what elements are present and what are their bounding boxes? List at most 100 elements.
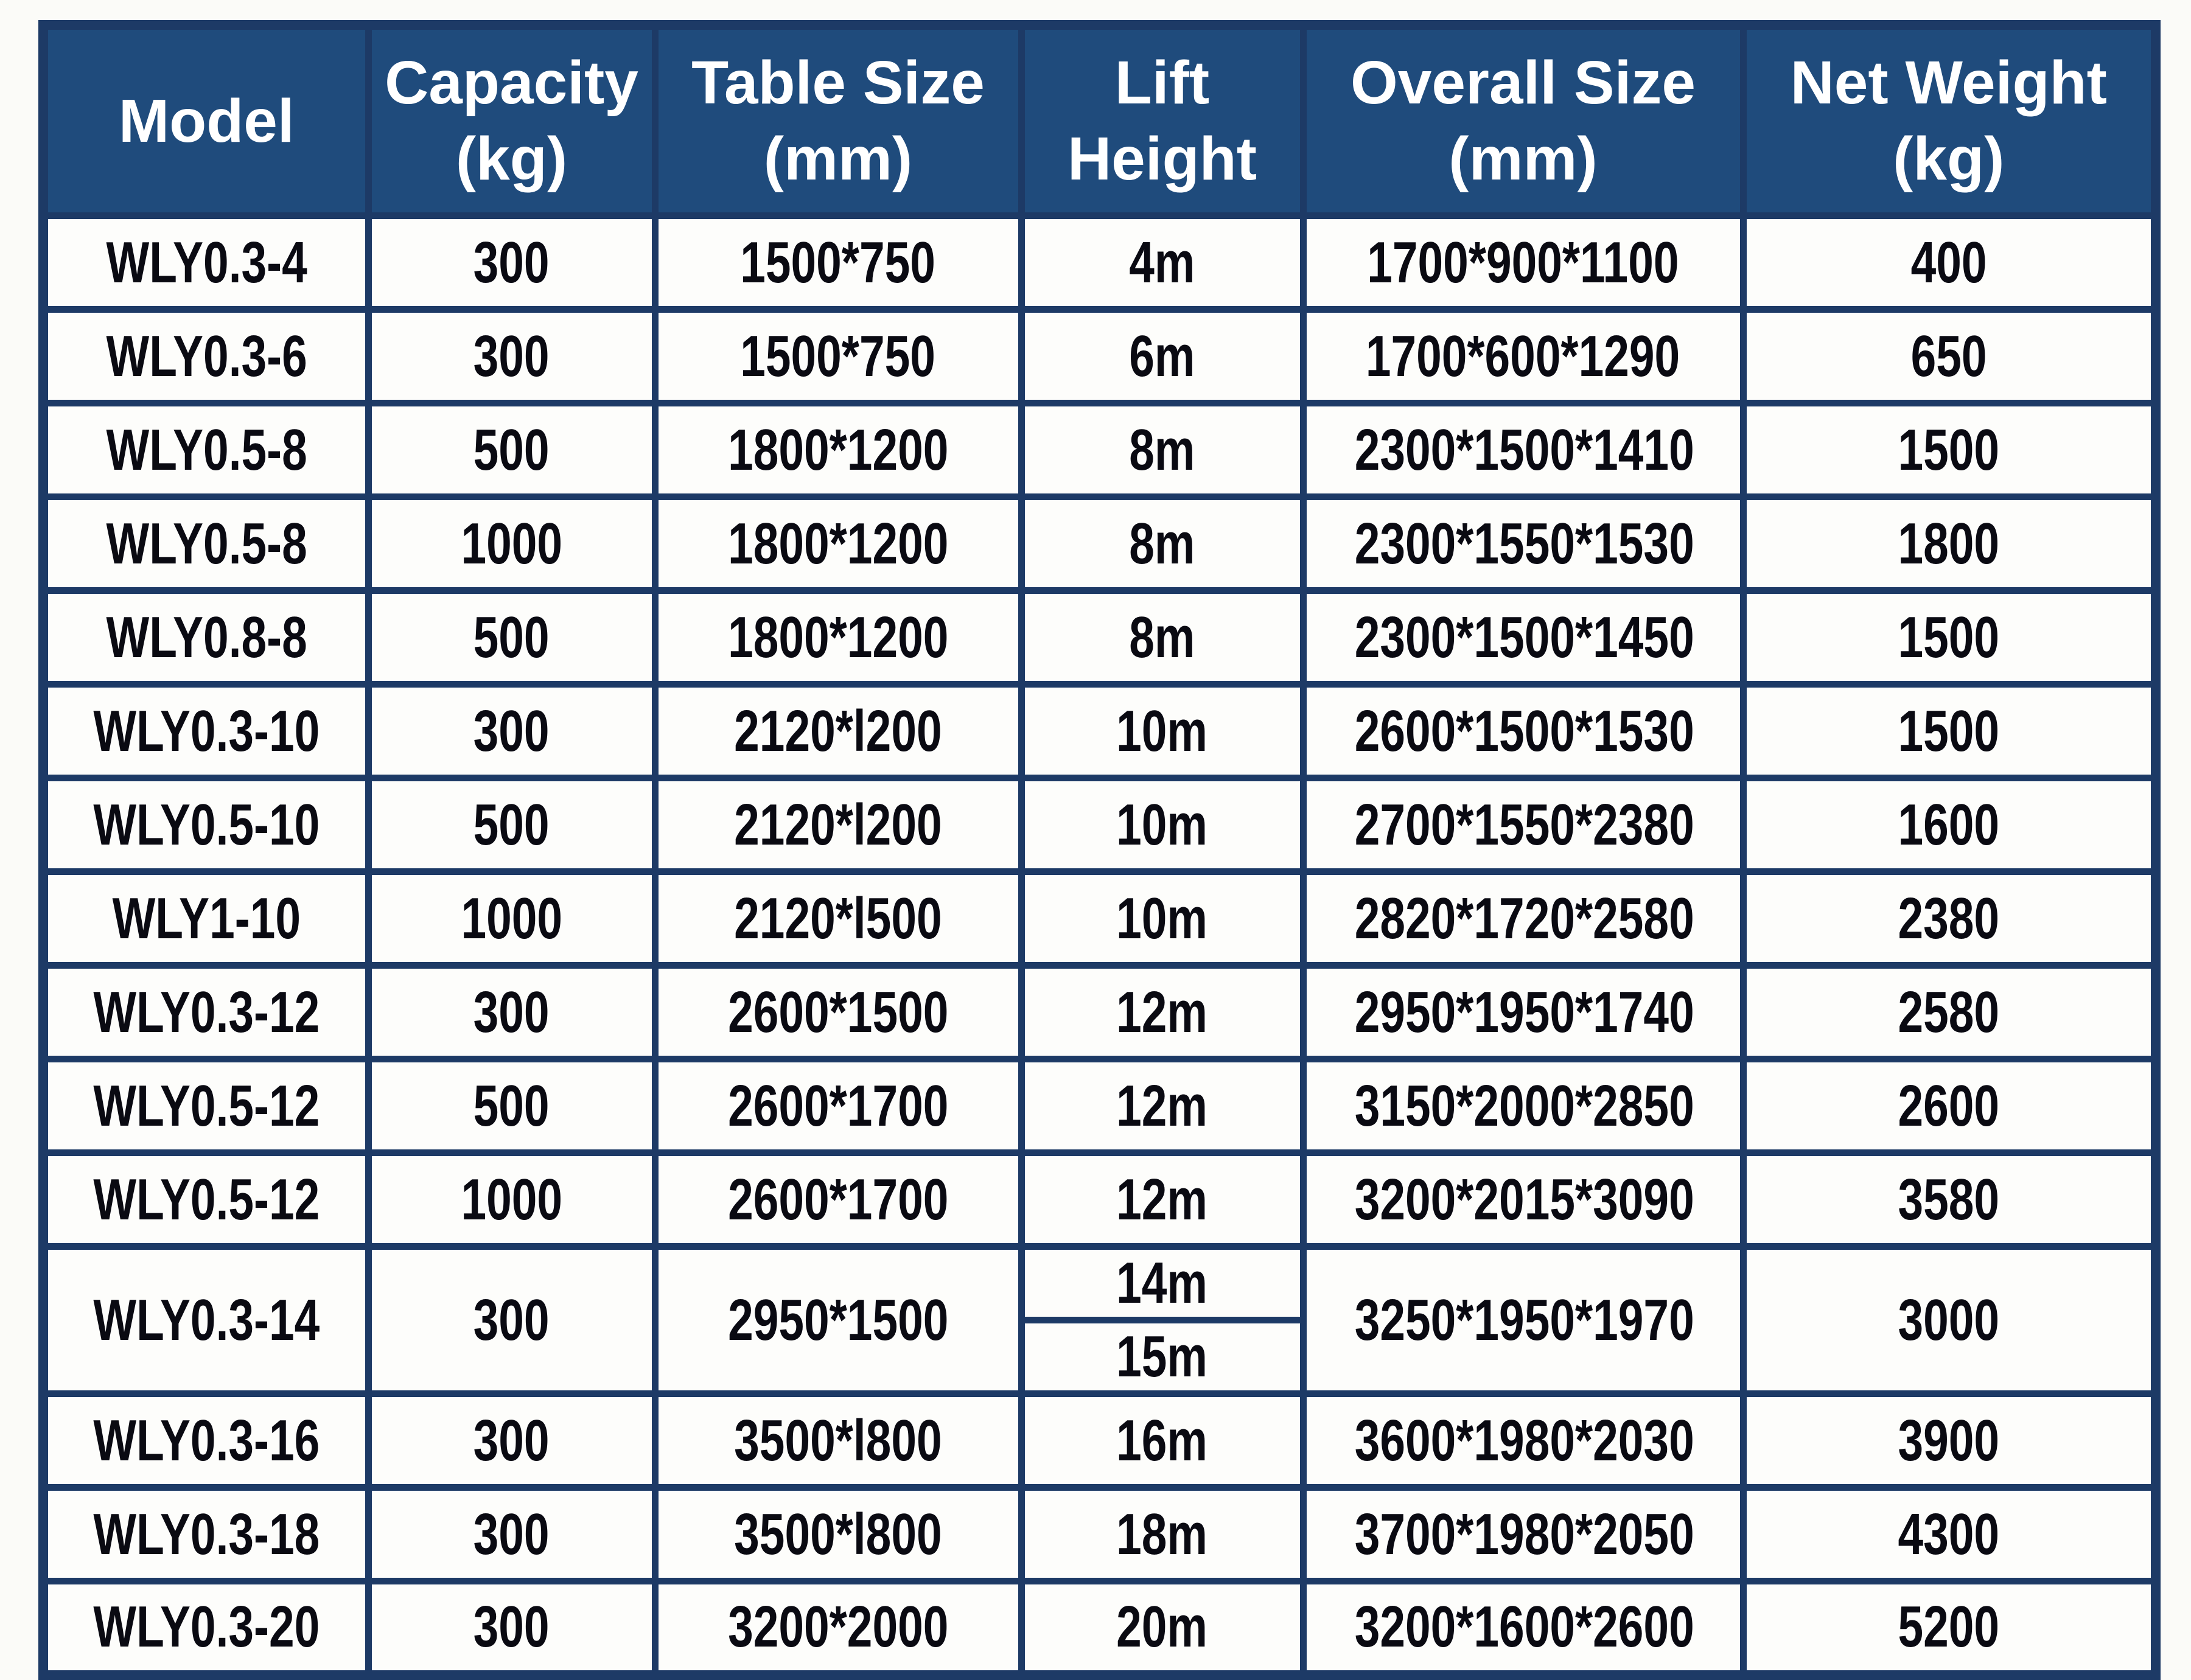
col-header-lift_height: Lift Height (1021, 25, 1303, 216)
cell-text: 2600*1500*1530 (1354, 698, 1694, 765)
cell-text: 1500 (1898, 604, 1999, 671)
cell-capacity: 1000 (368, 1153, 655, 1247)
cell-text: 2580 (1898, 979, 1999, 1046)
cell-text: 1700*600*1290 (1366, 323, 1680, 390)
cell-net_weight: 1500 (1743, 403, 2156, 497)
cell-text: 3200*2000 (728, 1594, 948, 1661)
cell-capacity: 1000 (368, 872, 655, 966)
cell-model: WLY0.3-12 (43, 966, 368, 1059)
cell-text: WLY0.3-16 (93, 1407, 320, 1474)
cell-overall_size: 2300*1500*1450 (1303, 591, 1743, 685)
cell-text: 2120*l500 (734, 885, 942, 952)
cell-overall_size: 2600*1500*1530 (1303, 685, 1743, 778)
cell-overall_size: 2950*1950*1740 (1303, 966, 1743, 1059)
cell-text: WLY0.5-12 (93, 1073, 320, 1140)
cell-table_size: 1800*1200 (655, 591, 1021, 685)
cell-text: WLY0.8-8 (106, 604, 307, 671)
cell-capacity: 500 (368, 403, 655, 497)
cell-text: 3250*1950*1970 (1354, 1287, 1694, 1354)
cell-model: WLY0.3-6 (43, 310, 368, 403)
cell-overall_size: 1700*600*1290 (1303, 310, 1743, 403)
cell-lift_height: 12m (1021, 1153, 1303, 1247)
cell-text: 8m (1129, 417, 1195, 484)
cell-text: WLY0.3-4 (106, 229, 307, 296)
cell-overall_size: 3200*2015*3090 (1303, 1153, 1743, 1247)
cell-text: 1500*750 (741, 323, 936, 390)
cell-model: WLY1-10 (43, 872, 368, 966)
cell-lift_height: 4m (1021, 216, 1303, 310)
cell-net_weight: 2580 (1743, 966, 2156, 1059)
cell-net_weight: 4300 (1743, 1488, 2156, 1581)
cell-text: 400 (1910, 229, 1987, 296)
cell-capacity: 300 (368, 1581, 655, 1675)
cell-capacity: 500 (368, 1059, 655, 1153)
cell-text: 3700*1980*2050 (1354, 1501, 1694, 1568)
cell-lift_height: 12m (1021, 966, 1303, 1059)
cell-text: WLY0.5-12 (93, 1166, 320, 1233)
cell-text: 8m (1129, 604, 1195, 671)
col-header-table_size: Table Size (mm) (655, 25, 1021, 216)
cell-capacity: 1000 (368, 497, 655, 591)
cell-text: 3200*1600*2600 (1354, 1594, 1694, 1661)
cell-text: 300 (473, 1501, 550, 1568)
cell-text: 1500*750 (741, 229, 936, 296)
cell-text: 1600 (1898, 792, 1999, 859)
cell-text: 8m (1129, 511, 1195, 577)
cell-net_weight: 2380 (1743, 872, 2156, 966)
cell-net_weight: 650 (1743, 310, 2156, 403)
cell-text: WLY0.5-8 (106, 417, 307, 484)
cell-text: 2120*l200 (734, 698, 942, 765)
cell-text: 10m (1117, 885, 1208, 952)
cell-lift_height: 10m (1021, 685, 1303, 778)
cell-text: 1800 (1898, 511, 1999, 577)
cell-model: WLY0.5-8 (43, 497, 368, 591)
cell-text: 16m (1117, 1407, 1208, 1474)
cell-text: 14m (1117, 1250, 1208, 1317)
cell-table_size: 2120*l200 (655, 778, 1021, 872)
cell-model: WLY0.3-14 (43, 1247, 368, 1394)
cell-text: 3600*1980*2030 (1354, 1407, 1694, 1474)
cell-table_size: 1500*750 (655, 310, 1021, 403)
cell-text: 1000 (461, 511, 562, 577)
cell-text: 2600*1700 (728, 1073, 948, 1140)
cell-table_size: 2120*l500 (655, 872, 1021, 966)
cell-text: 4300 (1898, 1501, 1999, 1568)
cell-text: WLY0.3-6 (106, 323, 307, 390)
cell-text: 2300*1500*1410 (1354, 417, 1694, 484)
cell-net_weight: 3580 (1743, 1153, 2156, 1247)
cell-capacity: 300 (368, 685, 655, 778)
cell-lift_height: 20m (1021, 1581, 1303, 1675)
cell-lift_height: 6m (1021, 310, 1303, 403)
cell-text: 300 (473, 979, 550, 1046)
cell-text: 650 (1910, 323, 1987, 390)
cell-text: WLY0.3-10 (93, 698, 320, 765)
cell-text: WLY0.3-12 (93, 979, 320, 1046)
cell-text: WLY0.3-14 (93, 1287, 320, 1354)
cell-table_size: 2950*1500 (655, 1247, 1021, 1394)
cell-overall_size: 2820*1720*2580 (1303, 872, 1743, 966)
cell-text: 2600*1700 (728, 1166, 948, 1233)
cell-model: WLY0.3-20 (43, 1581, 368, 1675)
cell-model: WLY0.3-16 (43, 1394, 368, 1488)
cell-model: WLY0.5-8 (43, 403, 368, 497)
cell-net_weight: 5200 (1743, 1581, 2156, 1675)
cell-text: 2950*1950*1740 (1354, 979, 1694, 1046)
cell-text: 500 (473, 604, 550, 671)
cell-text: WLY1-10 (113, 885, 301, 952)
cell-text: 10m (1117, 792, 1208, 859)
cell-capacity: 300 (368, 966, 655, 1059)
cell-lift_height: 10m (1021, 778, 1303, 872)
cell-text: 500 (473, 417, 550, 484)
